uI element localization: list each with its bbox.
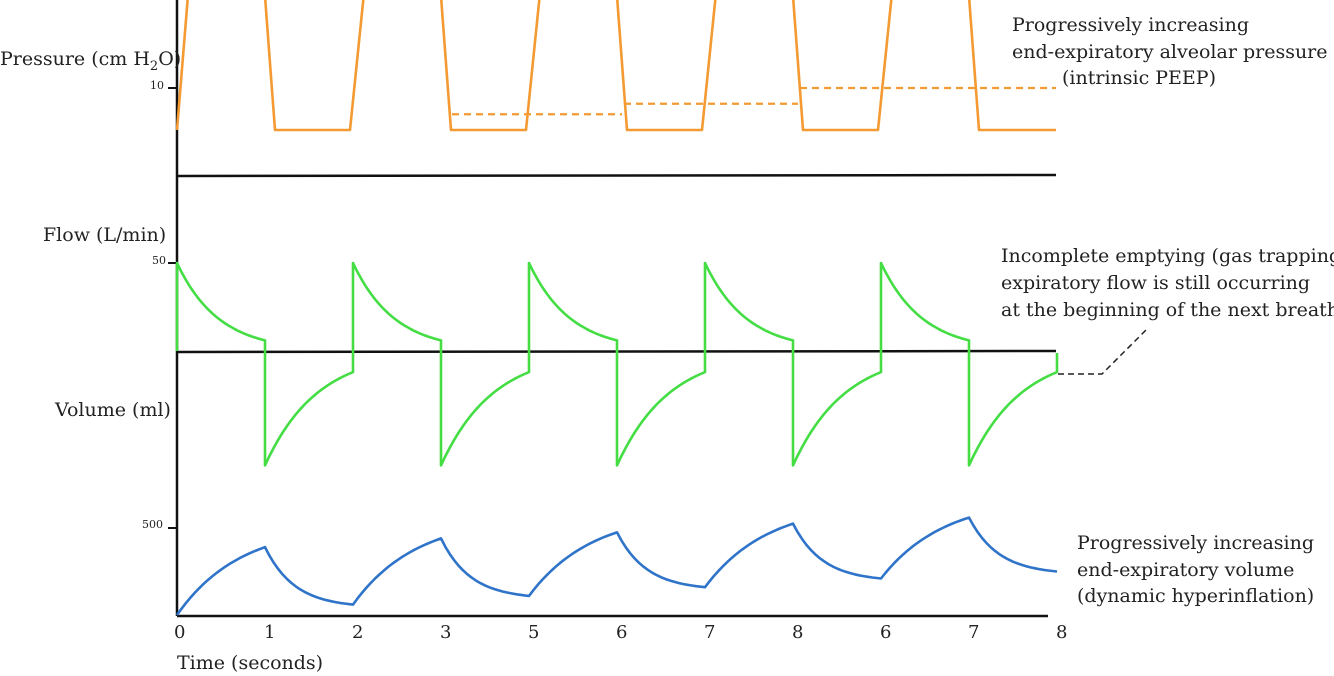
gas-trapping-annotation: Incomplete emptying (gas trapping): expi… [1001,245,1334,321]
annotation-line: Progressively increasing [1012,14,1249,36]
annotation-line: (dynamic hyperinflation) [1077,585,1314,607]
time-tick-label: 2 [352,622,363,643]
annotation-line: Incomplete emptying (gas trapping): [1001,245,1334,267]
flow-series-line [175,261,1059,467]
annotation-line: expiratory flow is still occurring [1001,272,1310,294]
annotation-line: end-expiratory alveolar pressure [1012,41,1328,63]
hyperinflation-annotation: Progressively increasing end-expiratory … [1077,532,1320,607]
annotation-line: at the beginning of the next breath [1001,299,1334,321]
pressure-label-subscript: 2 [150,59,158,74]
gas-trapping-leader-line [1058,329,1147,375]
volume-series-line [175,516,1058,616]
time-tick-label: 7 [968,622,979,643]
time-tick-label: 8 [792,622,803,643]
time-tick-label: 0 [174,622,185,643]
pressure-tick-label: 10 [150,79,164,92]
annotation-line: Progressively increasing [1077,532,1314,554]
pressure-peep-levels [452,86,1056,116]
time-tick-label: 8 [1056,622,1067,643]
pressure-series-line [175,0,1056,132]
pressure-label-suffix: O) [158,48,181,70]
time-tick-label: 5 [528,622,539,643]
pressure-panel-axis [176,173,1057,178]
pressure-axis-label: Pressure (cm H2O) [0,48,181,74]
volume-axis-label: Volume (ml) [54,399,171,421]
intrinsic-peep-annotation: Progressively increasing end-expiratory … [1012,14,1334,89]
time-tick-label: 6 [616,622,627,643]
time-tick-label: 7 [704,622,715,643]
time-tick-label: 6 [880,622,891,643]
flow-tick-label: 50 [152,254,166,267]
volume-tick-label: 500 [142,518,163,531]
time-tick-labels: 0 1 2 3 5 6 7 8 6 7 8 [174,622,1067,643]
flow-axis-label: Flow (L/min) [43,224,166,246]
x-axis-label: Time (seconds) [177,652,323,674]
time-tick-label: 1 [264,622,275,643]
annotation-line: (intrinsic PEEP) [1062,67,1216,89]
annotation-line: end-expiratory volume [1077,559,1294,581]
time-tick-label: 3 [440,622,451,643]
pressure-label-prefix: Pressure (cm H [0,48,150,70]
